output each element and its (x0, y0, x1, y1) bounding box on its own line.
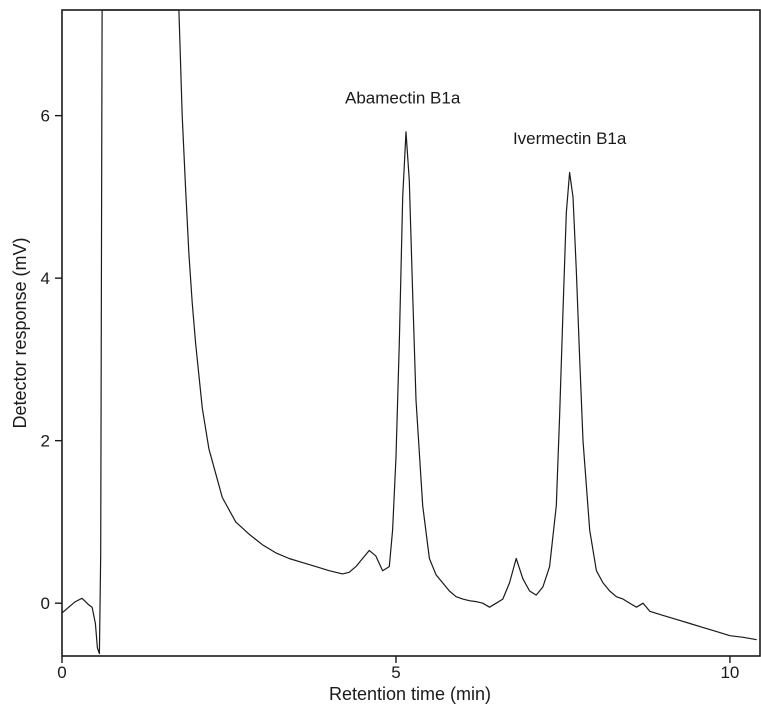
y-tick-label: 0 (41, 594, 50, 613)
plot-frame (61, 9, 761, 657)
x-tick-label: 5 (391, 663, 400, 682)
x-axis-title: Retention time (min) (329, 684, 491, 704)
y-axis-ticks: 0 2 4 6 (41, 107, 62, 613)
x-tick-label: 10 (720, 663, 739, 682)
y-tick-label: 2 (41, 432, 50, 451)
peak-label: Abamectin B1a (345, 88, 461, 107)
peak-annotations: Abamectin B1a Ivermectin B1a (345, 88, 627, 148)
y-tick-label: 6 (41, 107, 50, 126)
y-tick-label: 4 (41, 269, 50, 288)
x-tick-label: 0 (57, 663, 66, 682)
y-axis-title: Detector response (mV) (10, 237, 30, 428)
x-axis-ticks: 0 5 10 (57, 656, 739, 682)
chromatogram-trace (61, 9, 757, 655)
peak-label: Ivermectin B1a (513, 129, 627, 148)
